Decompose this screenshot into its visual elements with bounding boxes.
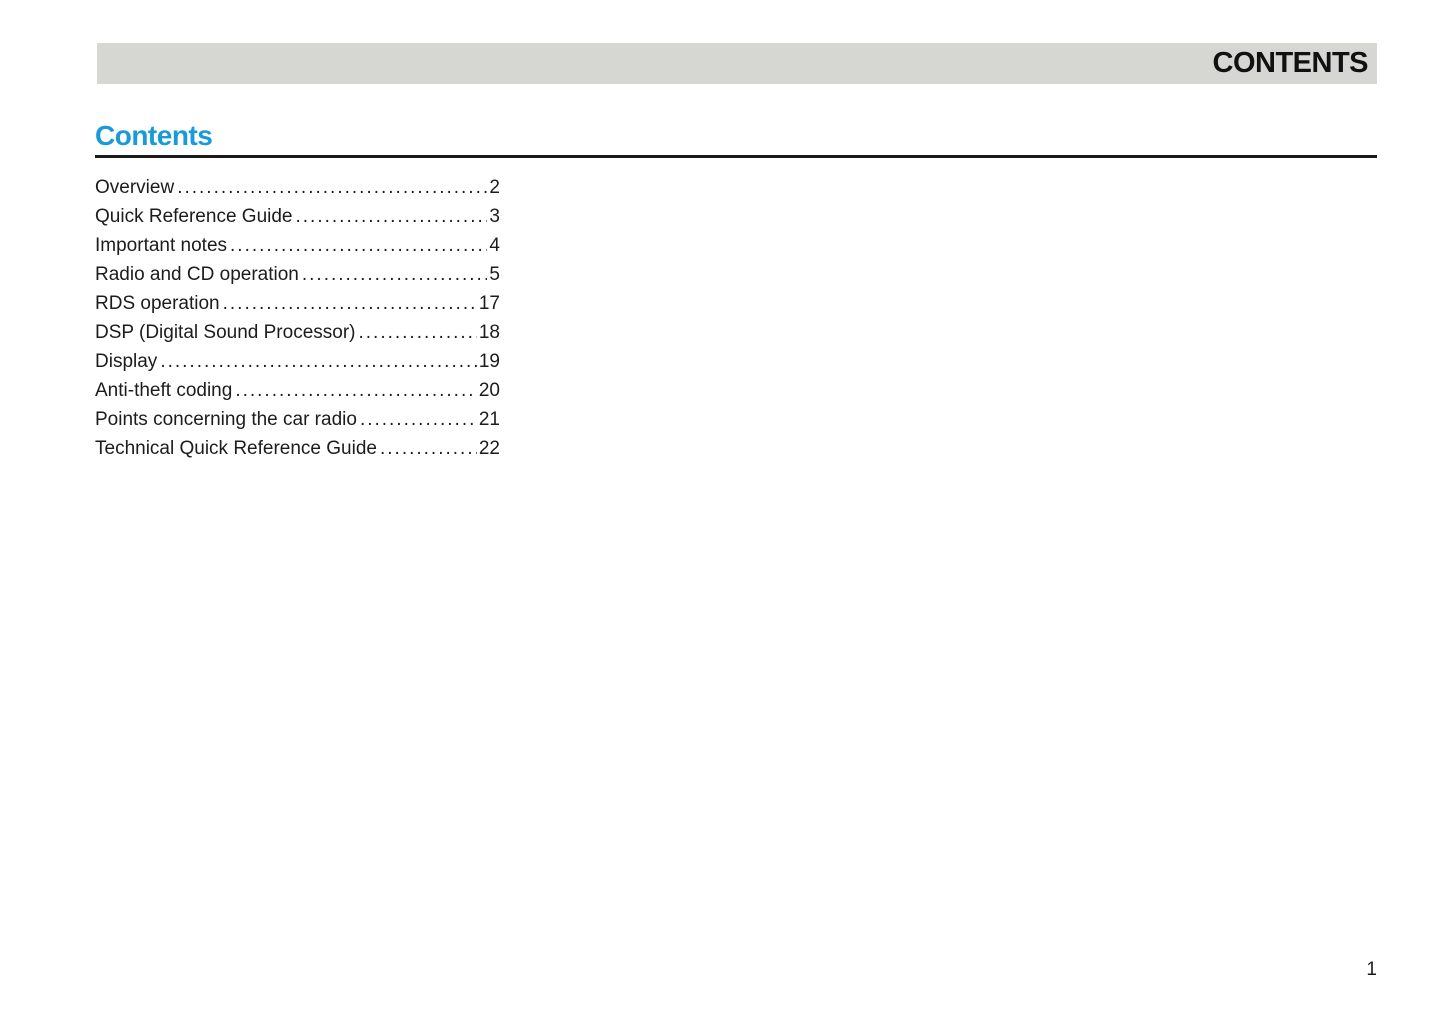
toc-entry: Points concerning the car radio ........… [95,405,500,434]
toc-entry-page: 21 [478,409,500,430]
toc-entry-label: Overview [95,177,175,198]
section-heading: Contents [95,120,213,151]
toc-entry-label: Points concerning the car radio [95,409,357,430]
toc-leader-dots: ........................................… [379,438,477,459]
toc-entry-label: Radio and CD operation [95,264,299,285]
toc-entry-label: Technical Quick Reference Guide [95,438,377,459]
toc-leader-dots: ........................................… [235,380,477,401]
toc-entry-label: DSP (Digital Sound Processor) [95,322,356,343]
toc-entry-page: 20 [478,380,500,401]
header-title: CONTENTS [1212,47,1369,79]
toc-entry: Important notes ........................… [95,231,500,260]
toc-entry-page: 22 [478,438,500,459]
toc-entry: Radio and CD operation .................… [95,260,500,289]
table-of-contents: Overview ...............................… [95,173,500,463]
toc-entry: Anti-theft coding ......................… [95,376,500,405]
toc-entry: Display ................................… [95,347,500,376]
toc-entry: RDS operation ..........................… [95,289,500,318]
toc-entry-page: 5 [489,264,500,285]
toc-entry-label: RDS operation [95,293,220,314]
toc-leader-dots: ........................................… [222,293,477,314]
heading-rule [95,155,1377,158]
toc-entry: DSP (Digital Sound Processor) ..........… [95,318,500,347]
toc-leader-dots: ........................................… [301,264,488,285]
toc-entry-label: Display [95,351,158,372]
toc-leader-dots: ........................................… [177,177,487,198]
toc-entry-page: 19 [478,351,500,372]
toc-leader-dots: ........................................… [160,351,477,372]
toc-entry-page: 18 [478,322,500,343]
toc-entry: Overview ...............................… [95,173,500,202]
toc-entry-label: Important notes [95,235,228,256]
toc-entry: Quick Reference Guide ..................… [95,202,500,231]
toc-entry: Technical Quick Reference Guide ........… [95,434,500,463]
toc-leader-dots: ........................................… [230,235,487,256]
toc-entry-page: 4 [489,235,500,256]
toc-leader-dots: ........................................… [359,409,477,430]
toc-entry-page: 2 [489,177,500,198]
toc-entry-label: Anti-theft coding [95,380,233,401]
toc-leader-dots: ........................................… [295,206,488,227]
toc-entry-page: 17 [478,293,500,314]
toc-entry-label: Quick Reference Guide [95,206,293,227]
page-header-bar: CONTENTS [97,43,1377,84]
toc-leader-dots: ........................................… [358,322,476,343]
toc-entry-page: 3 [489,206,500,227]
page-number: 1 [1366,959,1377,980]
